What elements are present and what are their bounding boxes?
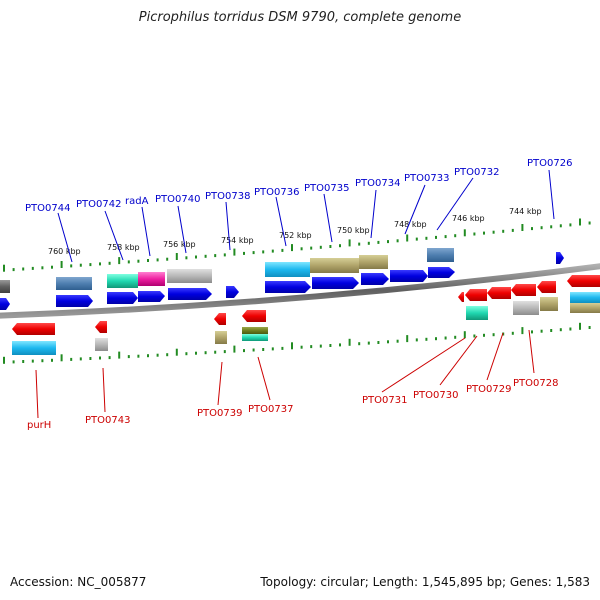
- reverse-gene-arrow: [487, 287, 511, 299]
- gene-label-pto0733: PTO0733: [404, 173, 449, 184]
- gene-label-pto0737: PTO0737: [248, 404, 293, 415]
- reverse-gene-arrow: [511, 284, 536, 296]
- gene-label-pto0734: PTO0734: [355, 178, 400, 189]
- reverse-genes: [12, 275, 600, 335]
- forward-gene-arrow: [226, 286, 239, 298]
- feature-bar: [513, 301, 539, 315]
- feature-bar: [242, 327, 268, 334]
- forward-gene-arrow: [0, 298, 10, 310]
- top-tick-row: [3, 218, 591, 272]
- reverse-gene-arrow: [95, 321, 107, 333]
- reverse-gene-arrow: [214, 313, 226, 325]
- forward-gene-arrow: [107, 292, 138, 304]
- feature-bar: [359, 255, 388, 269]
- feature-bar: [167, 269, 212, 283]
- feature-bar: [570, 303, 600, 313]
- forward-gene-arrow: [265, 281, 311, 293]
- gene-label-pto0729: PTO0729: [466, 384, 511, 395]
- gene-label-pto0743: PTO0743: [85, 415, 130, 426]
- feature-bar: [215, 331, 227, 344]
- feature-bar: [12, 341, 56, 355]
- top-gene-labels: PTO0744 PTO0742 radA PTO0740 PTO0738 PTO…: [25, 158, 572, 214]
- gene-label-purh: purH: [27, 420, 51, 431]
- scale-label: 744 kbp: [509, 207, 542, 216]
- top-leader-lines: [57, 169, 555, 263]
- feature-bar: [107, 274, 138, 288]
- feature-bar: [242, 334, 268, 341]
- forward-gene-arrow: [361, 273, 389, 285]
- scale-label: 750 kbp: [337, 226, 370, 235]
- gene-label-pto0728: PTO0728: [513, 378, 558, 389]
- gene-label-pto0742: PTO0742: [76, 199, 121, 210]
- reverse-gene-arrow: [465, 289, 487, 301]
- gene-label-rada: radA: [125, 196, 149, 207]
- scale-label: 760 kbp: [48, 247, 81, 256]
- feature-bar: [265, 262, 310, 277]
- scale-label: 754 kbp: [221, 236, 254, 245]
- scale-label: 758 kbp: [107, 243, 140, 252]
- gene-label-pto0740: PTO0740: [155, 194, 200, 205]
- gene-label-pto0735: PTO0735: [304, 183, 349, 194]
- accession-text: Accession: NC_005877: [10, 575, 147, 589]
- gene-label-pto0738: PTO0738: [205, 191, 250, 202]
- forward-genes: [0, 252, 564, 310]
- reverse-gene-arrow: [567, 275, 600, 287]
- feature-bar: [570, 292, 600, 303]
- feature-bar: [310, 258, 359, 273]
- genome-backbone: [0, 263, 600, 319]
- gene-label-pto0732: PTO0732: [454, 167, 499, 178]
- feature-bar: [56, 277, 92, 290]
- gene-label-pto0736: PTO0736: [254, 187, 299, 198]
- reverse-gene-arrow: [12, 323, 55, 335]
- bottom-tick-row: [3, 322, 591, 364]
- gene-label-pto0726: PTO0726: [527, 158, 572, 169]
- feature-bar: [427, 248, 454, 262]
- bottom-gene-labels: purH PTO0743 PTO0739 PTO0737 PTO0731 PTO…: [27, 378, 558, 431]
- bottom-leader-lines: [35, 329, 535, 419]
- map-title: Picrophilus torridus DSM 9790, complete …: [138, 10, 462, 25]
- forward-gene-arrow: [138, 291, 165, 302]
- feature-bar: [0, 280, 10, 293]
- reverse-gene-arrow: [537, 281, 556, 293]
- forward-gene-arrow: [556, 252, 564, 264]
- feature-bar: [95, 338, 108, 351]
- forward-gene-arrow: [168, 288, 212, 300]
- scale-label: 748 kbp: [394, 220, 427, 229]
- scale-label: 752 kbp: [279, 231, 312, 240]
- reverse-gene-arrow: [242, 310, 266, 322]
- feature-bar: [540, 297, 558, 311]
- gene-label-pto0744: PTO0744: [25, 203, 70, 214]
- feature-bar: [138, 272, 165, 286]
- scale-label: 756 kbp: [163, 240, 196, 249]
- gene-label-pto0731: PTO0731: [362, 395, 407, 406]
- forward-gene-arrow: [312, 277, 359, 289]
- scale-labels: 760 kbp 758 kbp 756 kbp 754 kbp 752 kbp …: [48, 207, 542, 256]
- forward-gene-arrow: [56, 295, 93, 307]
- bottom-feature-bars: [12, 297, 600, 355]
- top-feature-bars: [0, 248, 600, 303]
- gene-label-pto0739: PTO0739: [197, 408, 242, 419]
- forward-gene-arrow: [390, 270, 428, 282]
- gene-label-pto0730: PTO0730: [413, 390, 458, 401]
- forward-gene-arrow: [428, 267, 455, 278]
- feature-bar: [466, 306, 488, 320]
- scale-label: 746 kbp: [452, 214, 485, 223]
- reverse-gene-arrow: [458, 292, 464, 302]
- genome-summary-text: Topology: circular; Length: 1,545,895 bp…: [260, 575, 590, 589]
